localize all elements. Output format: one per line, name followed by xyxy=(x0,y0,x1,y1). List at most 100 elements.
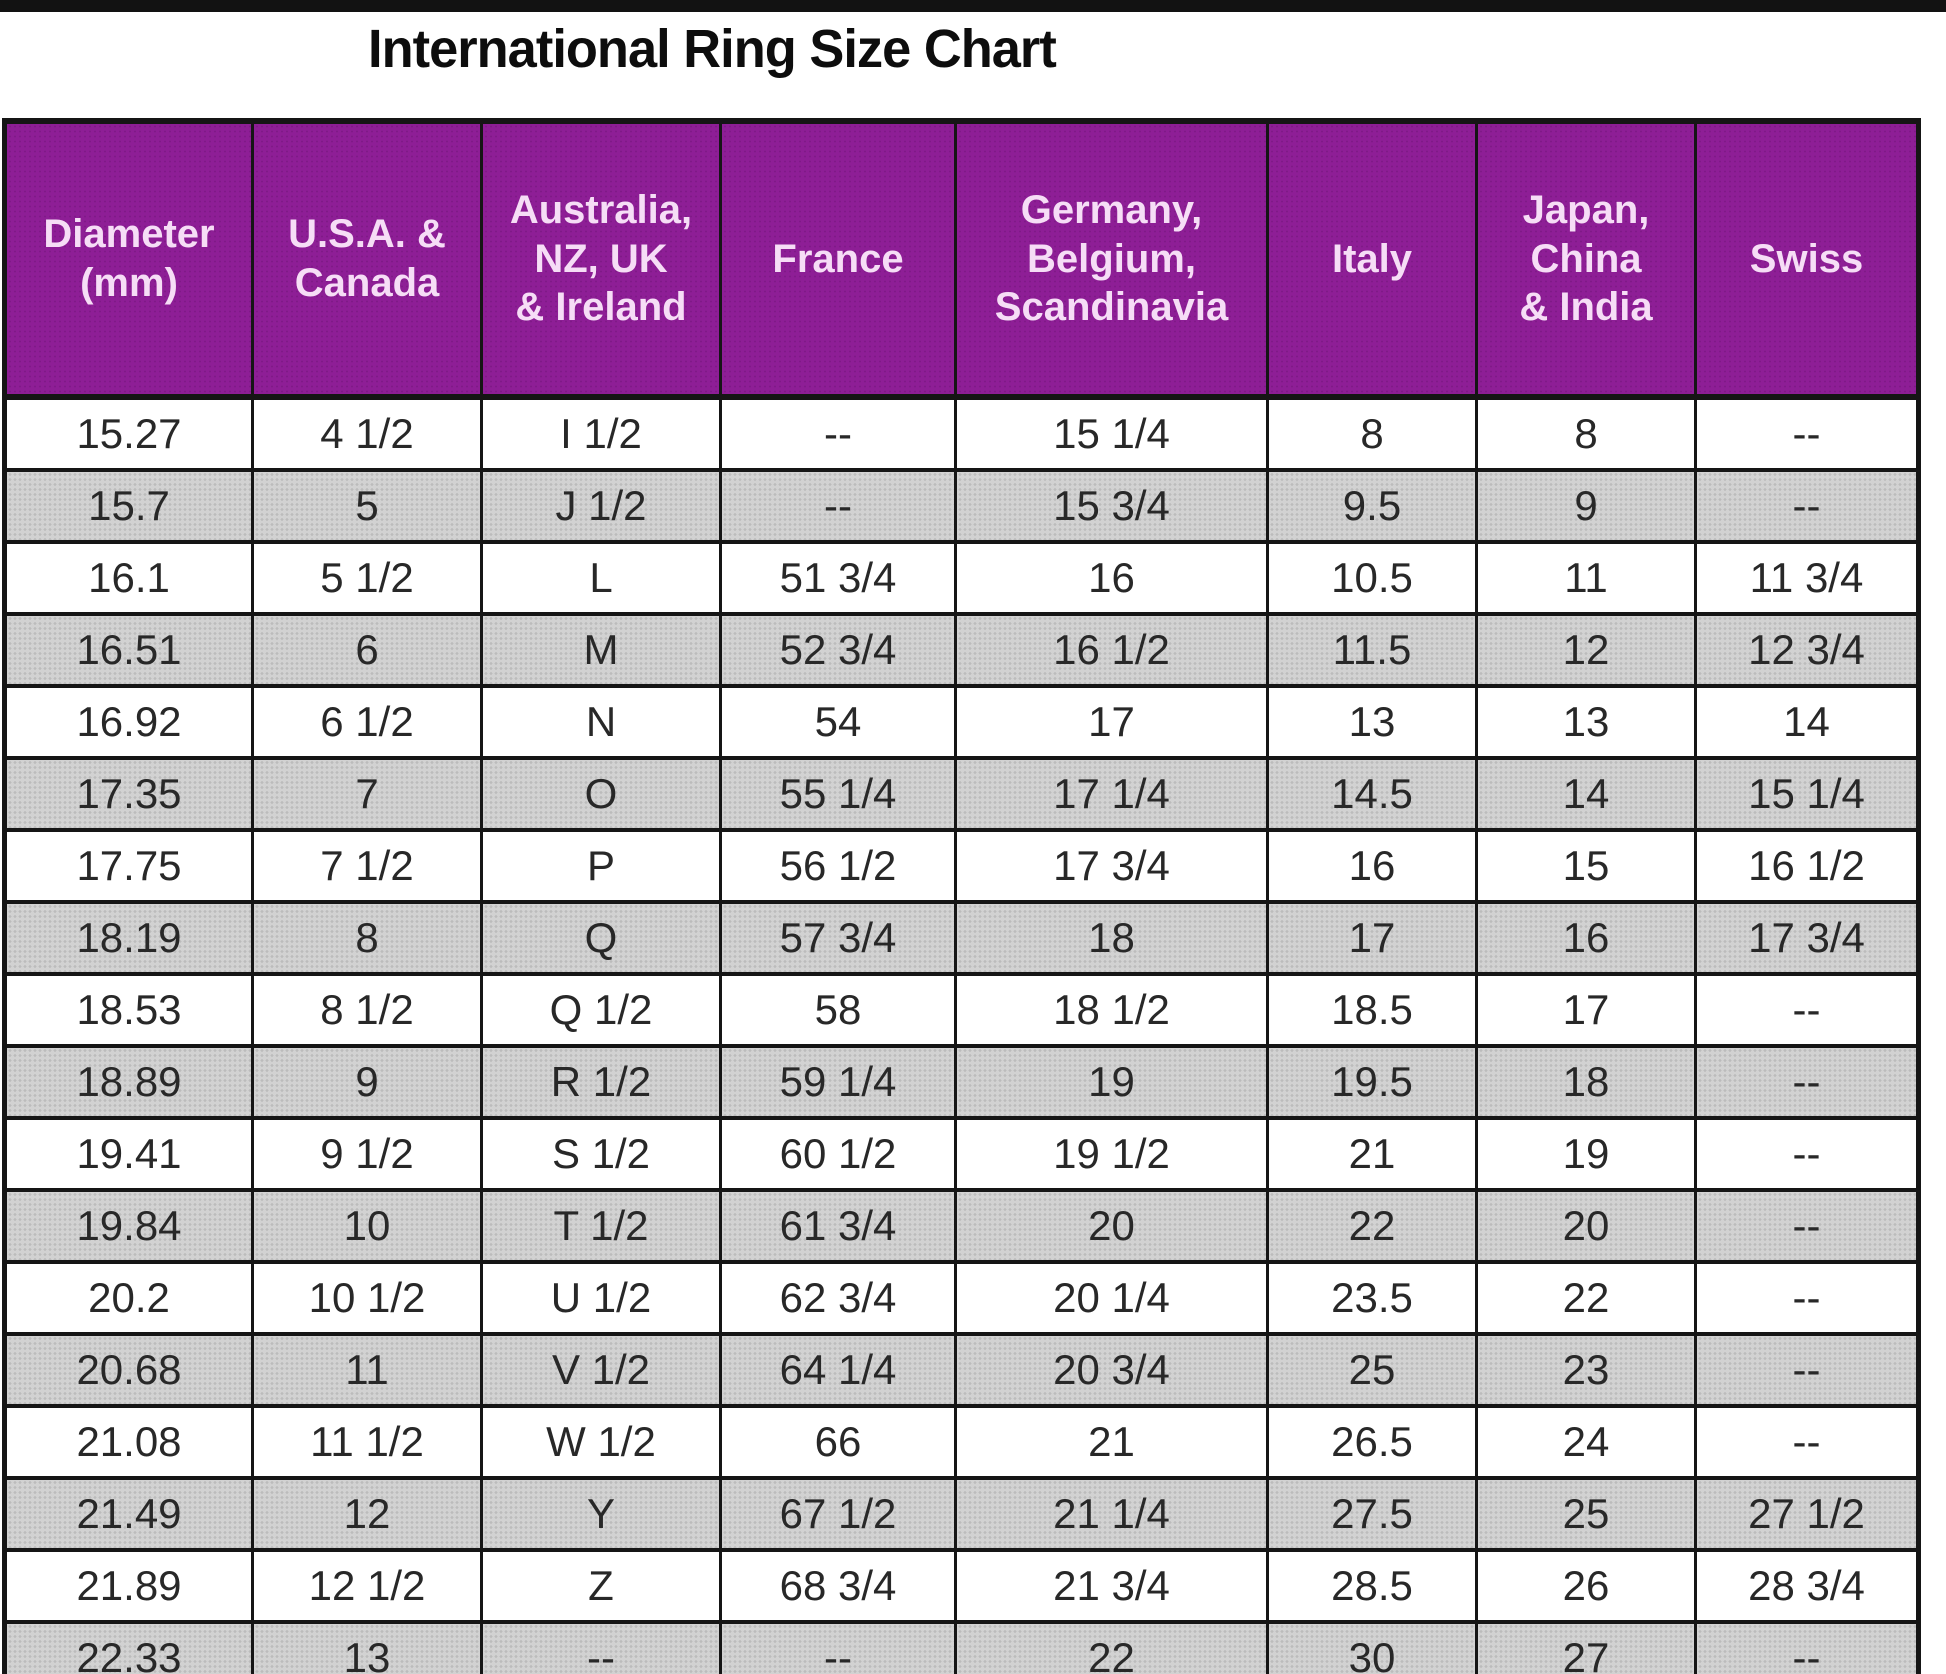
table-cell: 18 1/2 xyxy=(954,972,1269,1048)
table-cell: 12 xyxy=(1475,612,1697,688)
table-cell: N xyxy=(480,684,722,760)
table-cell: -- xyxy=(1694,1260,1920,1336)
table-cell: 15 3/4 xyxy=(954,468,1269,544)
table-cell: 18.89 xyxy=(3,1044,254,1120)
table-cell: 21.89 xyxy=(3,1548,254,1624)
table-row: 19.84 10 T 1/2 61 3/4 20 22 20 -- xyxy=(3,1188,1920,1264)
table-cell: 67 1/2 xyxy=(719,1476,957,1552)
table-cell: 62 3/4 xyxy=(719,1260,957,1336)
table-cell: 21 xyxy=(1266,1116,1478,1192)
table-cell: 8 1/2 xyxy=(251,972,483,1048)
table-cell: 8 xyxy=(1475,395,1697,472)
table-cell: 57 3/4 xyxy=(719,900,957,976)
table-row: 20.2 10 1/2 U 1/2 62 3/4 20 1/4 23.5 22 -- xyxy=(3,1260,1920,1336)
table-cell: 9 xyxy=(1475,468,1697,544)
table-cell: 23.5 xyxy=(1266,1260,1478,1336)
table-cell: 10.5 xyxy=(1266,540,1478,616)
column-header-australia-nz-uk: Australia, NZ, UK & Ireland xyxy=(480,118,722,400)
table-cell: 17.35 xyxy=(3,756,254,832)
table-cell: 18.19 xyxy=(3,900,254,976)
table-row: 21.89 12 1/2 Z 68 3/4 21 3/4 28.5 26 28 3/4 xyxy=(3,1548,1920,1624)
table-cell: 17 3/4 xyxy=(1694,900,1920,976)
table-cell: 19.84 xyxy=(3,1188,254,1264)
table-cell: 9.5 xyxy=(1266,468,1478,544)
table-cell: 18.53 xyxy=(3,972,254,1048)
table-cell: 15 1/4 xyxy=(954,395,1269,472)
table-row: 15.27 4 1/2 I 1/2 -- 15 1/4 8 8 -- xyxy=(3,395,1920,472)
table-cell: 16 1/2 xyxy=(1694,828,1920,904)
table-cell: 15 xyxy=(1475,828,1697,904)
table-cell: 13 xyxy=(1475,684,1697,760)
table-cell: 56 1/2 xyxy=(719,828,957,904)
table-row: 17.75 7 1/2 P 56 1/2 17 3/4 16 15 16 1/2 xyxy=(3,828,1920,904)
table-row: 16.92 6 1/2 N 54 17 13 13 14 xyxy=(3,684,1920,760)
table-cell: 19 xyxy=(1475,1116,1697,1192)
table-cell: 51 3/4 xyxy=(719,540,957,616)
ring-size-table: Diameter (mm) U.S.A. & Canada Australia,… xyxy=(2,118,1921,1674)
table-cell: -- xyxy=(480,1620,722,1674)
table-cell: 52 3/4 xyxy=(719,612,957,688)
table-cell: 19.5 xyxy=(1266,1044,1478,1120)
table-cell: 15.7 xyxy=(3,468,254,544)
table-cell: 54 xyxy=(719,684,957,760)
table-cell: 11.5 xyxy=(1266,612,1478,688)
table-cell: 11 xyxy=(1475,540,1697,616)
table-row: 21.49 12 Y 67 1/2 21 1/4 27.5 25 27 1/2 xyxy=(3,1476,1920,1552)
table-cell: 5 xyxy=(251,468,483,544)
table-cell: 23 xyxy=(1475,1332,1697,1408)
column-header-italy: Italy xyxy=(1266,118,1478,400)
table-cell: P xyxy=(480,828,722,904)
table-cell: 20 xyxy=(1475,1188,1697,1264)
table-row: 20.68 11 V 1/2 64 1/4 20 3/4 25 23 -- xyxy=(3,1332,1920,1408)
table-cell: 11 3/4 xyxy=(1694,540,1920,616)
table-cell: -- xyxy=(1694,1044,1920,1120)
table-cell: 22.33 xyxy=(3,1620,254,1674)
table-cell: 4 1/2 xyxy=(251,395,483,472)
table-cell: 21 3/4 xyxy=(954,1548,1269,1624)
table-cell: 11 1/2 xyxy=(251,1404,483,1480)
table-cell: W 1/2 xyxy=(480,1404,722,1480)
table-cell: Q 1/2 xyxy=(480,972,722,1048)
table-cell: 60 1/2 xyxy=(719,1116,957,1192)
table-cell: 20 3/4 xyxy=(954,1332,1269,1408)
table-cell: 22 xyxy=(1266,1188,1478,1264)
header-row: Diameter (mm) U.S.A. & Canada Australia,… xyxy=(3,118,1920,400)
page-title: International Ring Size Chart xyxy=(368,19,1057,79)
table-cell: 14.5 xyxy=(1266,756,1478,832)
table-cell: 17 3/4 xyxy=(954,828,1269,904)
table-cell: 12 1/2 xyxy=(251,1548,483,1624)
column-header-swiss: Swiss xyxy=(1694,118,1920,400)
table-cell: I 1/2 xyxy=(480,395,722,472)
table-cell: S 1/2 xyxy=(480,1116,722,1192)
table-cell: -- xyxy=(1694,468,1920,544)
table-cell: -- xyxy=(1694,1404,1920,1480)
table-cell: 10 1/2 xyxy=(251,1260,483,1336)
table-cell: 15.27 xyxy=(3,395,254,472)
table-cell: 66 xyxy=(719,1404,957,1480)
table-cell: 58 xyxy=(719,972,957,1048)
table-row: 16.51 6 M 52 3/4 16 1/2 11.5 12 12 3/4 xyxy=(3,612,1920,688)
table-cell: 16.1 xyxy=(3,540,254,616)
table-cell: 12 3/4 xyxy=(1694,612,1920,688)
table-cell: 19.41 xyxy=(3,1116,254,1192)
table-row: 16.1 5 1/2 L 51 3/4 16 10.5 11 11 3/4 xyxy=(3,540,1920,616)
table-cell: 13 xyxy=(251,1620,483,1674)
table-cell: -- xyxy=(1694,1188,1920,1264)
column-header-diameter-mm: Diameter (mm) xyxy=(3,118,254,400)
table-cell: Q xyxy=(480,900,722,976)
table-cell: Y xyxy=(480,1476,722,1552)
table-cell: 13 xyxy=(1266,684,1478,760)
column-header-france: France xyxy=(719,118,957,400)
table-cell: -- xyxy=(1694,395,1920,472)
table-cell: 5 1/2 xyxy=(251,540,483,616)
table-cell: 16 xyxy=(1475,900,1697,976)
table-cell: R 1/2 xyxy=(480,1044,722,1120)
table-cell: 9 xyxy=(251,1044,483,1120)
table-cell: 9 1/2 xyxy=(251,1116,483,1192)
table-cell: 28.5 xyxy=(1266,1548,1478,1624)
table-cell: 17 1/4 xyxy=(954,756,1269,832)
table-cell: 25 xyxy=(1266,1332,1478,1408)
table-cell: 18 xyxy=(1475,1044,1697,1120)
table-row: 15.7 5 J 1/2 -- 15 3/4 9.5 9 -- xyxy=(3,468,1920,544)
table-cell: 16.51 xyxy=(3,612,254,688)
